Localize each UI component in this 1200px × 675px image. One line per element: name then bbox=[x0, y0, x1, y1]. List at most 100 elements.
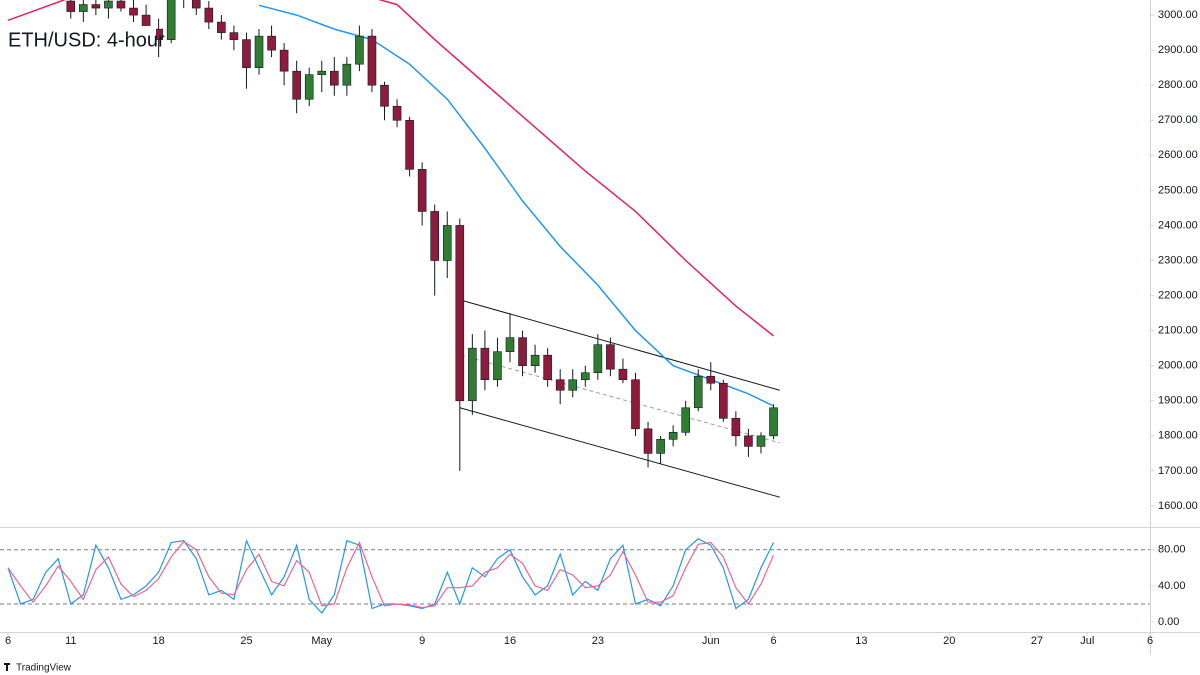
x-tick-label: 13 bbox=[855, 635, 867, 647]
y-tick-label: 2100.00 bbox=[1158, 325, 1198, 337]
x-tick-label: May bbox=[311, 635, 332, 647]
candle-body bbox=[505, 337, 515, 352]
candle-body bbox=[66, 0, 76, 12]
x-tick-label: 25 bbox=[240, 635, 252, 647]
candle-body bbox=[380, 84, 389, 107]
candle-body bbox=[129, 7, 138, 16]
candle-body bbox=[555, 379, 565, 391]
candle-body bbox=[731, 418, 741, 437]
candle-body bbox=[543, 354, 552, 381]
y-tick-label: 1800.00 bbox=[1158, 430, 1198, 442]
candle-body bbox=[442, 225, 452, 261]
y-tick-label: 1900.00 bbox=[1158, 395, 1198, 407]
candle-body bbox=[693, 375, 703, 409]
oscillator-line bbox=[7, 540, 775, 609]
candle-body bbox=[643, 428, 653, 454]
title-bg bbox=[4, 26, 156, 54]
y-tick-label: 2200.00 bbox=[1158, 289, 1198, 301]
y-tick-label: 2900.00 bbox=[1158, 44, 1198, 56]
candle-body bbox=[405, 119, 414, 170]
candle-body bbox=[279, 49, 289, 72]
candle-body bbox=[191, 0, 201, 9]
candle-body bbox=[606, 344, 615, 370]
price-pane bbox=[7, 0, 780, 498]
y-tick-label: 2000.00 bbox=[1158, 360, 1198, 372]
candle-body bbox=[330, 70, 339, 86]
y-tick-label: 2600.00 bbox=[1158, 149, 1198, 161]
candle-body bbox=[367, 35, 377, 86]
candle-body bbox=[79, 4, 88, 12]
candle-body bbox=[719, 382, 728, 419]
candle-body bbox=[480, 347, 490, 381]
x-tick-label: 18 bbox=[152, 635, 164, 647]
candle-body bbox=[518, 337, 527, 367]
candle-body bbox=[229, 32, 239, 40]
channel-line bbox=[460, 354, 780, 444]
candle-body bbox=[355, 35, 364, 65]
channel-line bbox=[463, 300, 780, 391]
y-tick-label: 2400.00 bbox=[1158, 219, 1198, 231]
oscillator-pane bbox=[0, 538, 1150, 614]
candle-body bbox=[392, 105, 402, 121]
candle-body bbox=[116, 0, 126, 9]
candle-body bbox=[744, 435, 753, 447]
candle-body bbox=[204, 7, 214, 23]
candle-body bbox=[254, 35, 264, 68]
oscillator-line bbox=[7, 538, 775, 614]
y-tick-label: 2700.00 bbox=[1158, 114, 1198, 126]
x-tick-label: 20 bbox=[943, 635, 955, 647]
candle-body bbox=[769, 407, 778, 437]
y-tick-label: 0.00 bbox=[1158, 616, 1179, 628]
candle-body bbox=[593, 344, 603, 374]
x-tick-label: Jul bbox=[1080, 635, 1094, 647]
candle-body bbox=[166, 0, 176, 40]
candle-body bbox=[455, 225, 465, 402]
axes: 1600.00 1700.00 1800.00 1900.00 2000.00 2100.… bbox=[5, 9, 1198, 647]
y-tick-label: 40.00 bbox=[1158, 580, 1186, 592]
candle-body bbox=[530, 354, 540, 367]
candle-body bbox=[304, 74, 314, 100]
candle-body bbox=[668, 432, 678, 440]
candle-body bbox=[267, 35, 276, 51]
y-tick-label: 1600.00 bbox=[1158, 500, 1198, 512]
candle-body bbox=[656, 439, 665, 454]
x-tick-label: 23 bbox=[592, 635, 604, 647]
candle-body bbox=[756, 435, 766, 447]
x-tick-label: 9 bbox=[419, 635, 425, 647]
candle-body bbox=[468, 347, 477, 402]
candle-body bbox=[580, 372, 590, 381]
x-tick-label: 27 bbox=[1031, 635, 1043, 647]
watermark: TradingView bbox=[16, 663, 72, 674]
y-tick-label: 2800.00 bbox=[1158, 79, 1198, 91]
candle-body bbox=[568, 379, 578, 391]
candle-body bbox=[706, 375, 716, 384]
x-tick-label: 6 bbox=[1147, 635, 1153, 647]
y-tick-label: 2500.00 bbox=[1158, 184, 1198, 196]
chart-title: ETH/USD: 4-hour bbox=[8, 29, 165, 51]
candle-body bbox=[242, 39, 251, 68]
candle-body bbox=[217, 21, 226, 33]
y-tick-label: 80.00 bbox=[1158, 544, 1186, 556]
moving-average bbox=[258, 4, 774, 407]
candle-body bbox=[631, 379, 640, 430]
candle-body bbox=[292, 70, 301, 100]
x-tick-label: 16 bbox=[504, 635, 516, 647]
x-tick-label: 6 bbox=[770, 635, 776, 647]
candle-body bbox=[91, 4, 101, 9]
moving-average bbox=[7, 0, 774, 337]
candle-body bbox=[430, 211, 440, 261]
logo-icon bbox=[4, 663, 10, 671]
candle-body bbox=[618, 368, 628, 381]
y-tick-label: 1700.00 bbox=[1158, 465, 1198, 477]
candle-body bbox=[681, 407, 690, 433]
y-tick-label: 2300.00 bbox=[1158, 254, 1198, 266]
x-tick-label: 11 bbox=[65, 635, 76, 647]
x-tick-label: Jun bbox=[702, 635, 720, 647]
candle-body bbox=[417, 169, 427, 212]
candle-body bbox=[342, 63, 352, 86]
candle-body bbox=[493, 351, 502, 381]
channel-line bbox=[459, 407, 780, 498]
candle-body bbox=[317, 70, 327, 75]
candle-body bbox=[104, 0, 113, 9]
